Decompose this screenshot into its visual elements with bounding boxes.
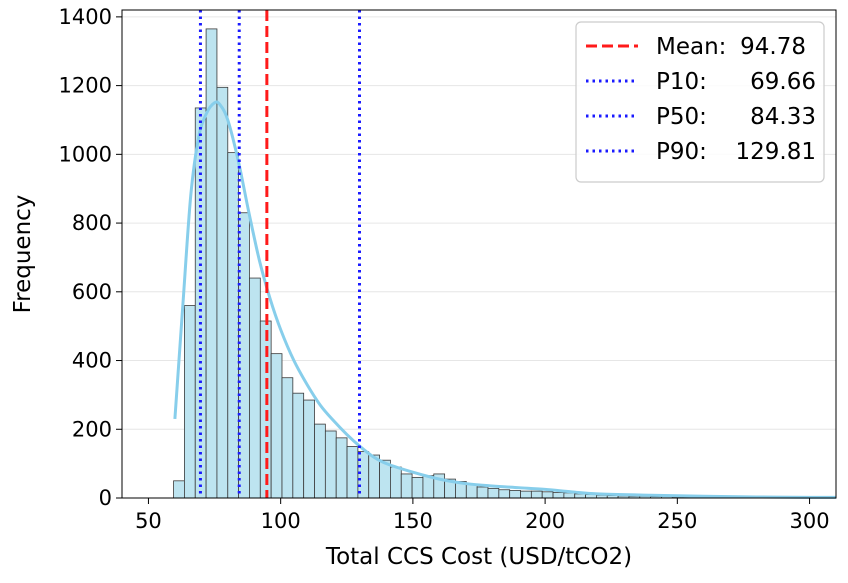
y-tick-label: 1200 [59, 74, 112, 98]
histogram-bar [411, 476, 424, 499]
histogram-bar [465, 483, 478, 499]
x-tick-label: 150 [393, 509, 433, 533]
histogram-bar [400, 473, 413, 499]
histogram-bar [303, 399, 315, 499]
y-axis-ticks: 0 200 400 600 800 1000 1200 1400 [59, 5, 122, 510]
legend: Mean: 94.78 P10: 69.66 P50: 84.33 P90: 129.81 [575, 21, 825, 183]
histogram-bar [530, 490, 543, 499]
legend-value: 84.33 [750, 104, 816, 130]
legend-label: P50: [656, 104, 707, 130]
histogram-bar [574, 493, 586, 499]
histogram-bar [335, 437, 348, 499]
histogram-bar [498, 489, 511, 499]
kde-curve [173, 100, 837, 499]
y-tick-label: 0 [99, 486, 112, 510]
legend-item-p10: P10: 69.66 [586, 69, 816, 95]
legend-item-mean: Mean: 94.78 [586, 34, 806, 60]
histogram-bar [346, 446, 359, 499]
x-axis-ticks: 50 100 150 200 250 300 [135, 498, 830, 533]
legend-value: 94.78 [740, 34, 806, 60]
y-axis-label: Frequency [10, 195, 36, 314]
legend-item-p50: P50: 84.33 [586, 104, 816, 130]
histogram-bar [541, 491, 554, 499]
histogram-bar [249, 277, 261, 499]
y-tick-label: 600 [72, 280, 112, 304]
x-tick-label: 200 [525, 509, 565, 533]
histogram-bar [270, 353, 283, 499]
histogram-bar [552, 492, 565, 499]
legend-item-p90: P90: 129.81 [586, 139, 816, 165]
histogram-bar [422, 475, 435, 499]
histogram-bar [563, 492, 576, 499]
histogram-bar [173, 480, 185, 499]
x-tick-label: 100 [261, 509, 301, 533]
x-tick-label: 50 [135, 509, 162, 533]
histogram-bar [227, 152, 240, 499]
x-axis-label: Total CCS Cost (USD/tCO2) [325, 544, 632, 570]
histogram-bar [184, 305, 196, 499]
plot-frame [121, 9, 837, 499]
histogram-bar [520, 490, 532, 499]
y-tick-label: 1400 [59, 5, 112, 29]
y-tick-label: 800 [72, 211, 112, 235]
histogram-bar [324, 430, 337, 499]
legend-label: P10: [656, 69, 707, 95]
histogram-bar [368, 454, 380, 499]
histogram-bar [292, 392, 305, 499]
y-tick-label: 1000 [59, 142, 112, 166]
histogram-bar [509, 490, 521, 499]
histogram-bars [173, 28, 836, 499]
reference-lines [198, 10, 361, 498]
y-tick-label: 200 [72, 417, 112, 441]
histogram-bar [281, 377, 294, 499]
legend-value: 129.81 [736, 139, 816, 165]
legend-label: P90: [656, 139, 707, 165]
legend-box [575, 21, 825, 183]
x-tick-label: 300 [790, 509, 830, 533]
histogram-bar [314, 423, 326, 499]
histogram-bar [476, 486, 489, 499]
histogram-bar [205, 28, 218, 499]
histogram-bar [216, 86, 229, 499]
legend-label: Mean: [656, 34, 726, 60]
legend-value: 69.66 [750, 69, 816, 95]
histogram-bar [487, 487, 500, 499]
x-tick-label: 250 [657, 509, 697, 533]
y-tick-label: 400 [72, 349, 112, 373]
histogram-bar [390, 466, 402, 499]
